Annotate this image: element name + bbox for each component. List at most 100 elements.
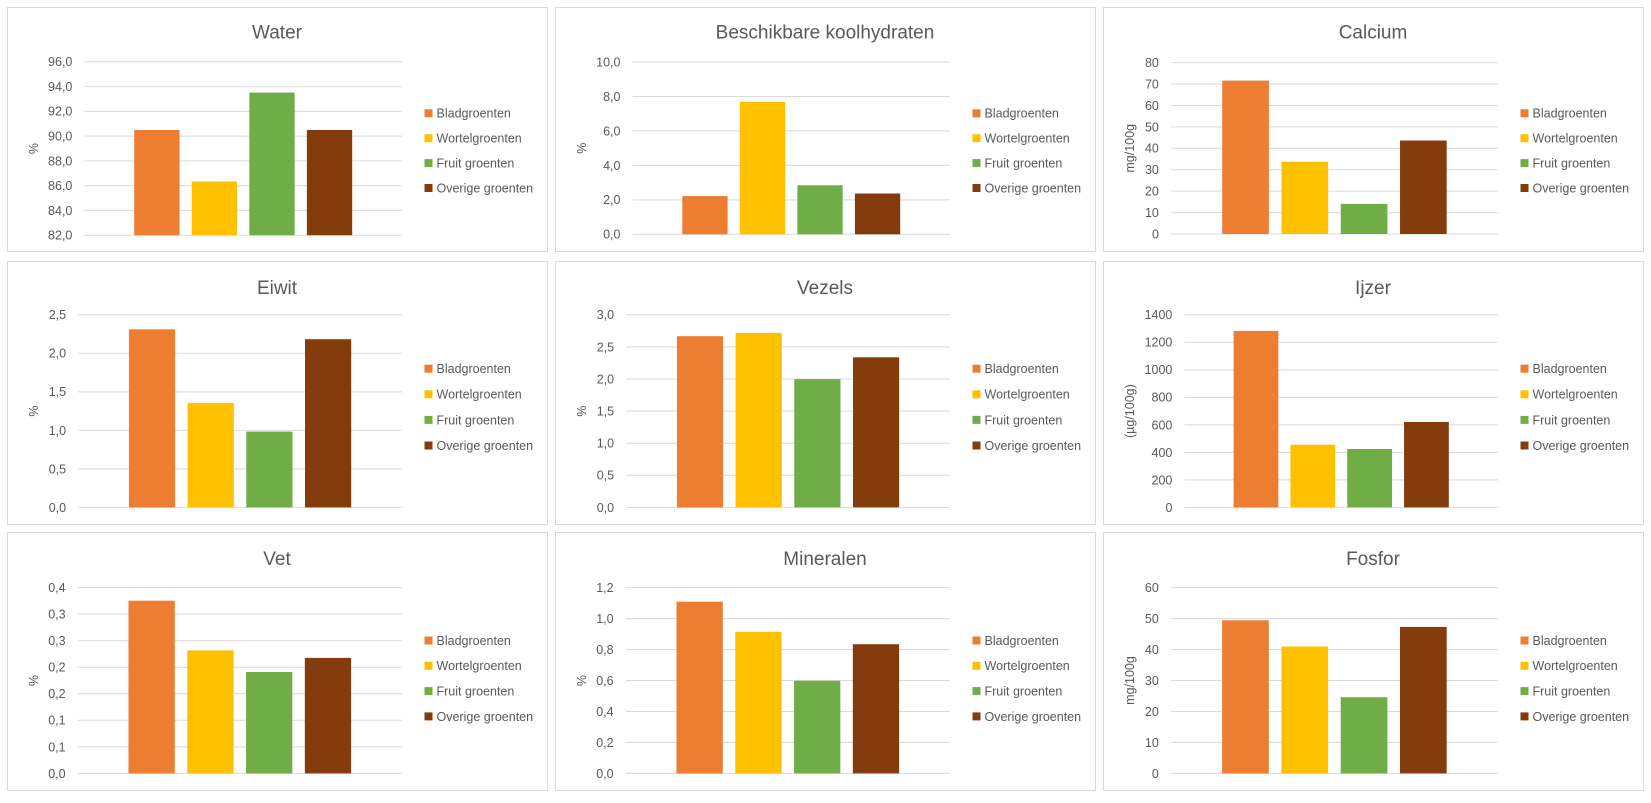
- svg-text:Fruit groenten: Fruit groenten: [437, 413, 515, 427]
- svg-text:Overige groenten: Overige groenten: [437, 710, 534, 724]
- svg-text:Vezels: Vezels: [797, 278, 853, 299]
- svg-text:2,5: 2,5: [597, 340, 614, 354]
- svg-text:Fruit groenten: Fruit groenten: [437, 157, 515, 171]
- svg-text:Overige groenten: Overige groenten: [985, 181, 1082, 195]
- svg-text:40: 40: [1145, 142, 1159, 156]
- svg-text:70: 70: [1145, 77, 1159, 91]
- svg-text:Overige groenten: Overige groenten: [437, 181, 534, 195]
- svg-text:Bladgroenten: Bladgroenten: [985, 107, 1059, 121]
- svg-text:400: 400: [1152, 446, 1173, 460]
- svg-text:600: 600: [1152, 418, 1173, 432]
- svg-text:0,6: 0,6: [596, 674, 613, 688]
- svg-text:Overige groenten: Overige groenten: [437, 439, 534, 453]
- svg-text:Ijzer: Ijzer: [1355, 278, 1392, 299]
- svg-text:0,2: 0,2: [48, 687, 65, 701]
- svg-text:80: 80: [1145, 56, 1159, 70]
- svg-text:2,0: 2,0: [603, 193, 620, 207]
- svg-text:Wortelgroenten: Wortelgroenten: [985, 132, 1070, 146]
- svg-text:96,0: 96,0: [48, 55, 72, 69]
- svg-text:Bladgroenten: Bladgroenten: [437, 362, 511, 376]
- svg-text:1,5: 1,5: [49, 385, 66, 399]
- svg-text:2,5: 2,5: [49, 308, 66, 322]
- svg-text:1,0: 1,0: [596, 612, 613, 626]
- svg-text:Wortelgroenten: Wortelgroenten: [437, 388, 522, 402]
- svg-text:Bladgroenten: Bladgroenten: [437, 107, 511, 121]
- svg-text:%: %: [575, 143, 589, 154]
- svg-text:Overige groenten: Overige groenten: [985, 710, 1082, 724]
- svg-text:30: 30: [1145, 163, 1159, 177]
- svg-text:Wortelgroenten: Wortelgroenten: [1533, 388, 1618, 402]
- svg-text:Water: Water: [252, 23, 303, 44]
- svg-text:0,3: 0,3: [48, 608, 65, 622]
- svg-text:0,8: 0,8: [596, 643, 613, 657]
- svg-text:800: 800: [1152, 391, 1173, 405]
- svg-text:0,0: 0,0: [597, 501, 614, 515]
- svg-text:Overige groenten: Overige groenten: [985, 439, 1082, 453]
- svg-text:10: 10: [1145, 206, 1159, 220]
- svg-text:Fruit groenten: Fruit groenten: [985, 413, 1063, 427]
- svg-text:Fruit groenten: Fruit groenten: [1533, 685, 1611, 699]
- svg-text:%: %: [575, 675, 589, 686]
- svg-text:92,0: 92,0: [48, 105, 72, 119]
- svg-text:Bladgroenten: Bladgroenten: [985, 362, 1059, 376]
- svg-text:200: 200: [1152, 473, 1173, 487]
- svg-text:0,4: 0,4: [596, 705, 613, 719]
- svg-text:0,2: 0,2: [48, 661, 65, 675]
- svg-text:30: 30: [1145, 674, 1159, 688]
- svg-text:Vet: Vet: [263, 549, 291, 570]
- svg-text:0,5: 0,5: [597, 469, 614, 483]
- svg-text:Bladgroenten: Bladgroenten: [1533, 634, 1607, 648]
- svg-text:86,0: 86,0: [48, 179, 72, 193]
- svg-text:0,0: 0,0: [48, 767, 65, 781]
- svg-text:0,2: 0,2: [596, 736, 613, 750]
- svg-text:84,0: 84,0: [48, 204, 72, 218]
- svg-text:20: 20: [1145, 185, 1159, 199]
- svg-text:0,1: 0,1: [48, 714, 65, 728]
- svg-text:8,0: 8,0: [603, 90, 620, 104]
- svg-text:Bladgroenten: Bladgroenten: [1533, 362, 1607, 376]
- svg-text:0,5: 0,5: [49, 462, 66, 476]
- svg-text:0,0: 0,0: [596, 767, 613, 781]
- svg-text:1400: 1400: [1145, 308, 1173, 322]
- svg-text:mg/100g: mg/100g: [1123, 656, 1137, 705]
- svg-text:94,0: 94,0: [48, 80, 72, 94]
- svg-text:Bladgroenten: Bladgroenten: [985, 634, 1059, 648]
- svg-text:0: 0: [1152, 767, 1159, 781]
- svg-text:Fruit groenten: Fruit groenten: [985, 157, 1063, 171]
- svg-text:0: 0: [1165, 501, 1172, 515]
- svg-text:88,0: 88,0: [48, 154, 72, 168]
- svg-text:6,0: 6,0: [603, 124, 620, 138]
- svg-text:Wortelgroenten: Wortelgroenten: [1533, 659, 1618, 673]
- svg-text:Overige groenten: Overige groenten: [1533, 439, 1630, 453]
- svg-text:2,0: 2,0: [597, 372, 614, 386]
- svg-text:50: 50: [1145, 120, 1159, 134]
- svg-text:Bladgroenten: Bladgroenten: [437, 634, 511, 648]
- svg-text:1,5: 1,5: [597, 405, 614, 419]
- svg-text:90,0: 90,0: [48, 130, 72, 144]
- svg-text:Wortelgroenten: Wortelgroenten: [985, 659, 1070, 673]
- svg-text:Eiwit: Eiwit: [257, 278, 298, 299]
- svg-text:%: %: [575, 406, 589, 417]
- svg-text:0,0: 0,0: [49, 501, 66, 515]
- svg-text:3,0: 3,0: [597, 308, 614, 322]
- svg-text:0,4: 0,4: [48, 581, 65, 595]
- svg-text:1,0: 1,0: [49, 424, 66, 438]
- svg-text:10,0: 10,0: [596, 55, 620, 69]
- svg-text:Beschikbare koolhydraten: Beschikbare koolhydraten: [716, 23, 935, 44]
- svg-text:0,0: 0,0: [603, 228, 620, 242]
- svg-text:0,3: 0,3: [48, 634, 65, 648]
- svg-text:Mineralen: Mineralen: [783, 549, 866, 570]
- svg-text:0: 0: [1152, 227, 1159, 241]
- svg-text:60: 60: [1145, 99, 1159, 113]
- svg-text:10: 10: [1145, 736, 1159, 750]
- svg-text:%: %: [27, 406, 41, 417]
- svg-text:Wortelgroenten: Wortelgroenten: [1533, 132, 1618, 146]
- svg-text:Wortelgroenten: Wortelgroenten: [437, 132, 522, 146]
- svg-text:1000: 1000: [1145, 363, 1173, 377]
- svg-text:Fruit groenten: Fruit groenten: [1533, 157, 1611, 171]
- svg-text:Overige groenten: Overige groenten: [1533, 710, 1630, 724]
- svg-text:82,0: 82,0: [48, 229, 72, 243]
- svg-text:Wortelgroenten: Wortelgroenten: [985, 388, 1070, 402]
- svg-text:Calcium: Calcium: [1339, 23, 1408, 44]
- svg-text:60: 60: [1145, 581, 1159, 595]
